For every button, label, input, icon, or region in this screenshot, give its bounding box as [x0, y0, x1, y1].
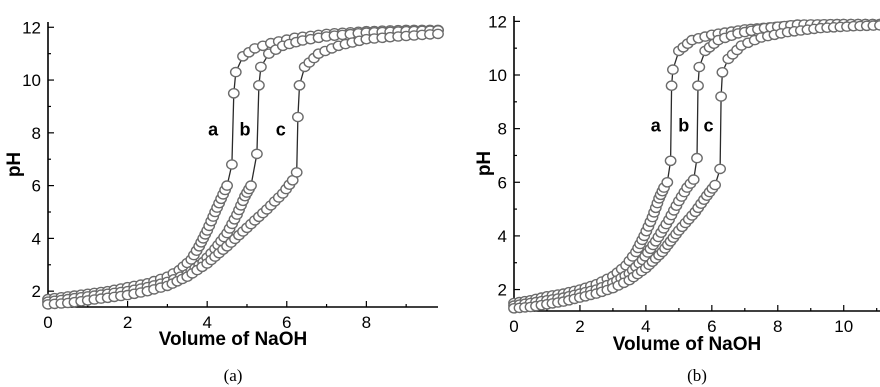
data-point [221, 180, 234, 191]
data-point [709, 179, 721, 191]
data-point [692, 80, 704, 91]
curve-label-c: c [276, 119, 286, 139]
y-tick-label: 2 [32, 282, 41, 301]
y-tick-label: 12 [488, 12, 507, 31]
y-tick-label: 6 [32, 177, 41, 196]
data-point [227, 88, 240, 99]
data-point [687, 174, 700, 185]
data-point [250, 148, 263, 160]
y-axis-title: pH [474, 151, 495, 176]
data-point [691, 152, 703, 164]
x-tick-label: 4 [641, 317, 650, 336]
x-tick-label: 4 [202, 313, 211, 332]
data-point [693, 61, 706, 73]
data-point [714, 163, 726, 175]
curve-label-a: a [208, 119, 219, 139]
data-point [432, 28, 444, 40]
y-tick-label: 6 [498, 173, 507, 192]
data-point [716, 67, 729, 78]
jump-line [250, 53, 270, 186]
data-point [661, 176, 674, 188]
series-c [42, 28, 444, 310]
data-point [229, 66, 242, 78]
series-b [42, 25, 444, 308]
y-tick-label: 8 [32, 124, 41, 143]
y-tick-label: 10 [22, 71, 41, 90]
data-point [290, 167, 303, 178]
series-a [508, 18, 880, 309]
data-point [245, 180, 257, 191]
data-point [665, 80, 678, 91]
data-point [254, 61, 267, 73]
data-point [664, 155, 677, 167]
x-tick-label: 2 [123, 313, 132, 332]
x-tick-label: 10 [834, 317, 853, 336]
x-tick-label: 8 [773, 317, 782, 336]
curve-label-b: b [678, 115, 689, 135]
x-tick-label: 6 [707, 317, 716, 336]
y-axis-title: pH [4, 152, 25, 177]
x-tick-label: 8 [362, 313, 371, 332]
x-tick-label: 0 [43, 313, 52, 332]
series-b [508, 18, 880, 311]
data-point [874, 20, 880, 31]
data-point [225, 159, 238, 170]
curve-label-a: a [651, 115, 662, 135]
x-axis-title: Volume of NaOH [159, 329, 308, 350]
y-tick-label: 8 [498, 120, 507, 139]
y-tick-label: 10 [488, 66, 507, 85]
data-point [667, 64, 679, 75]
data-point [715, 91, 727, 102]
y-tick-label: 12 [22, 18, 41, 37]
series-a [42, 24, 444, 305]
data-point [291, 111, 304, 123]
data-point [293, 80, 306, 91]
curve-label-c: c [704, 115, 714, 135]
x-axis-title: Volume of NaOH [613, 334, 762, 355]
curve-label-b: b [239, 119, 250, 139]
panel-caption: (b) [687, 366, 707, 385]
series-c [508, 20, 880, 314]
x-tick-label: 2 [575, 317, 584, 336]
x-tick-label: 6 [282, 313, 291, 332]
y-tick-label: 4 [498, 227, 507, 246]
panel-caption: (a) [224, 366, 243, 385]
y-tick-label: 2 [498, 281, 507, 300]
data-point [252, 80, 265, 91]
y-tick-label: 4 [32, 229, 41, 248]
x-tick-label: 0 [509, 317, 518, 336]
